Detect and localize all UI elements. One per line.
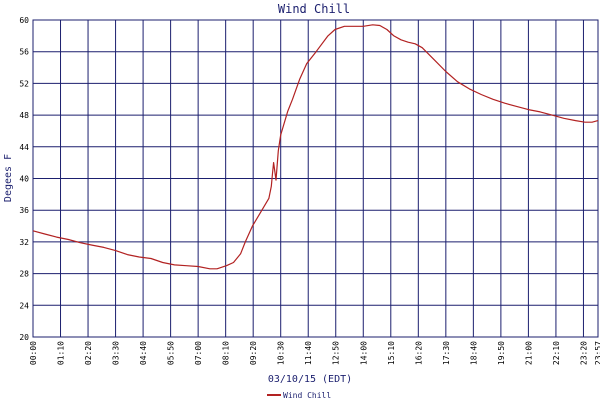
- x-tick-label: 08:10: [222, 341, 231, 365]
- x-tick-label: 18:40: [469, 341, 478, 365]
- x-tick-label: 05:50: [167, 341, 176, 365]
- x-tick-label: 09:20: [249, 341, 258, 365]
- x-tick-label: 15:10: [387, 341, 396, 365]
- x-tick-label: 07:00: [194, 341, 203, 365]
- y-tick-label: 32: [19, 238, 29, 247]
- x-tick-label: 21:00: [524, 341, 533, 365]
- series-line-wind-chill: [32, 24, 599, 270]
- x-tick-label: 22:10: [552, 341, 561, 365]
- y-axis-label: Degees F: [3, 154, 14, 202]
- y-tick-label: 52: [19, 79, 29, 88]
- x-tick-labels: 00:00 01:10 02:20 03:30 04:40 05:50 07:00 08:10…: [29, 341, 600, 365]
- legend: Wind Chill: [267, 391, 331, 400]
- y-tick-label: 56: [19, 48, 29, 57]
- x-tick-label: 11:40: [304, 341, 313, 365]
- x-tick-label: 03:30: [112, 341, 121, 365]
- y-tick-label: 36: [19, 206, 29, 215]
- x-tick-label: 02:20: [84, 341, 93, 365]
- x-tick-label: 01:10: [57, 341, 66, 365]
- chart-title: Wind Chill: [278, 2, 350, 16]
- grid-lines: [33, 20, 598, 337]
- x-tick-label: 19:50: [497, 341, 506, 365]
- x-tick-label: 16:20: [414, 341, 423, 365]
- x-axis-label: 03/10/15 (EDT): [268, 374, 352, 385]
- x-tick-label: 17:30: [442, 341, 451, 365]
- x-tick-label: 23:20: [579, 341, 588, 365]
- x-tick-label: 14:00: [359, 341, 368, 365]
- x-tick-label: 00:00: [29, 341, 38, 365]
- x-tick-label: 12:50: [332, 341, 341, 365]
- y-tick-label: 48: [19, 111, 29, 120]
- series-group: [32, 24, 599, 270]
- x-tick-label: 23:57: [594, 341, 600, 365]
- x-tick-label: 04:40: [139, 341, 148, 365]
- y-tick-label: 44: [19, 143, 29, 152]
- y-tick-label: 20: [19, 333, 29, 342]
- y-tick-label: 40: [19, 175, 29, 184]
- y-tick-labels: 20 24 28 32 36 40 44 48 52 56 60: [19, 16, 29, 342]
- y-tick-label: 60: [19, 16, 29, 25]
- y-tick-label: 28: [19, 270, 29, 279]
- x-tick-label: 10:30: [277, 341, 286, 365]
- y-tick-label: 24: [19, 301, 29, 310]
- legend-label: Wind Chill: [283, 391, 331, 400]
